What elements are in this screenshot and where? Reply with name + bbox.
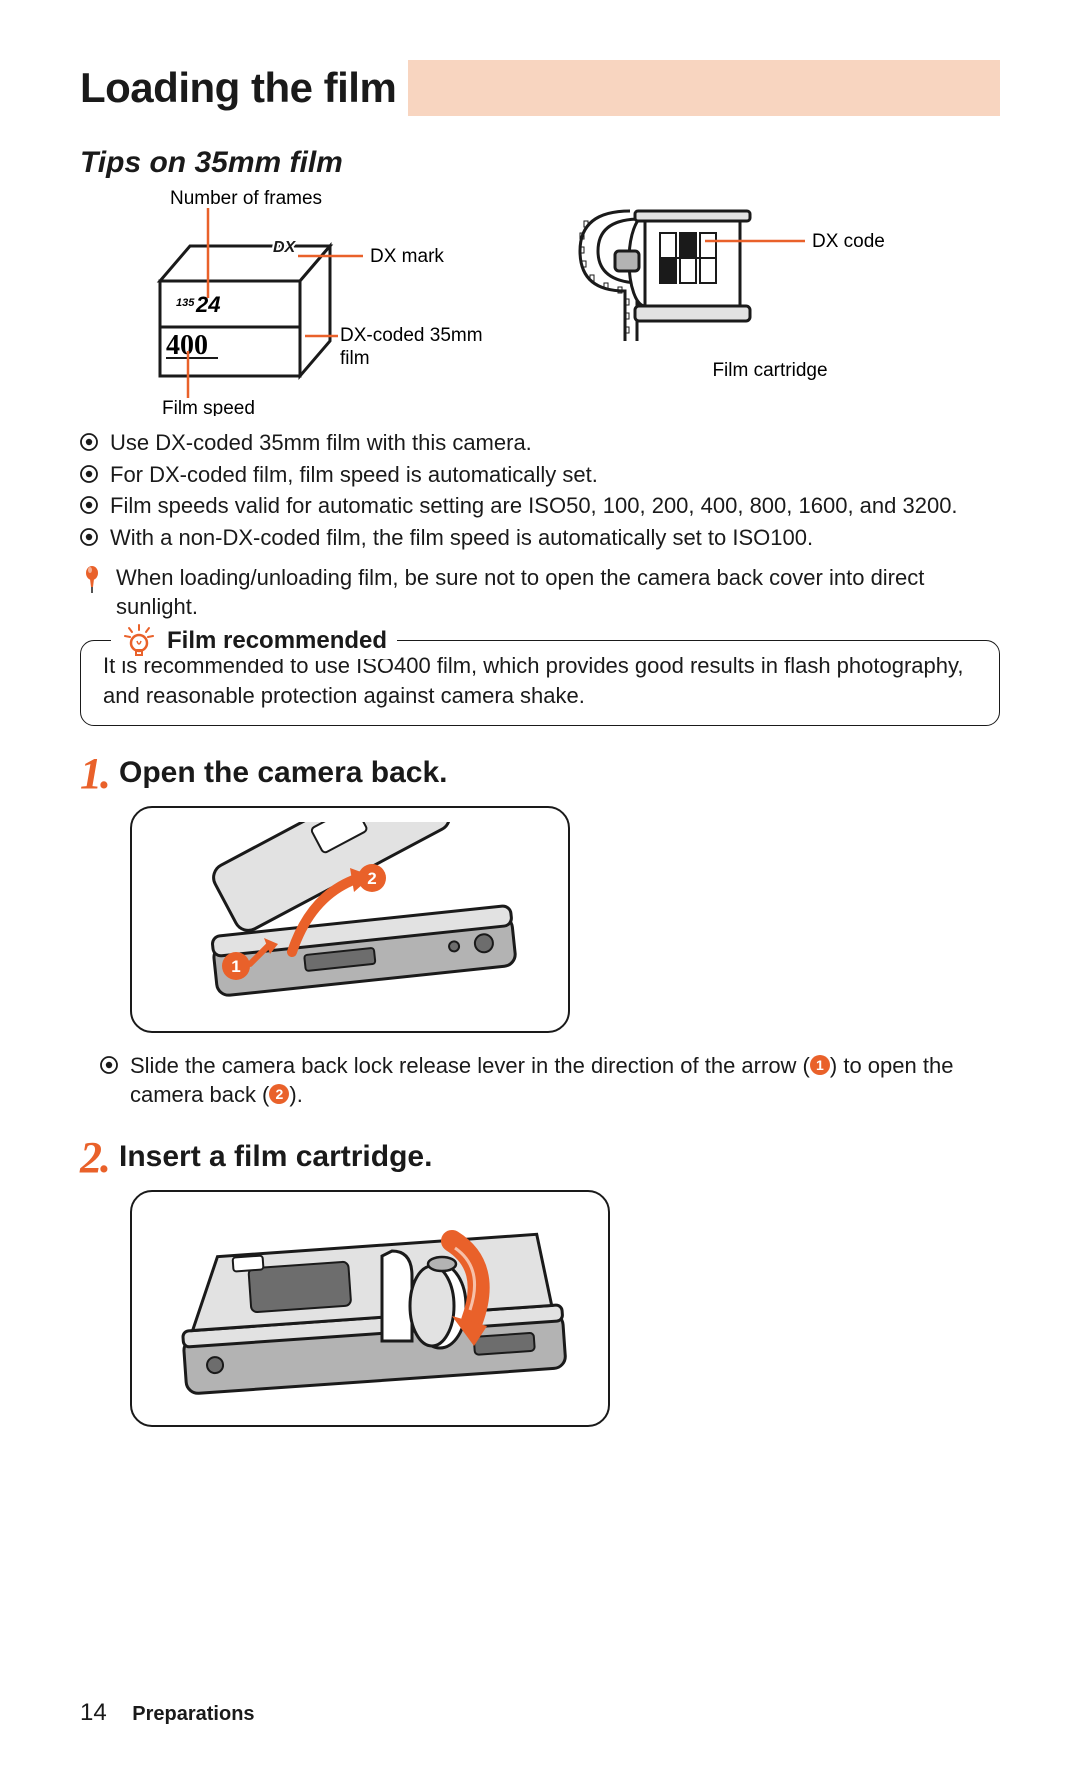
bullet-row: Use DX-coded 35mm film with this camera. bbox=[80, 428, 1000, 458]
inline-circ-2: 2 bbox=[269, 1084, 289, 1104]
label-dx-mark: DX mark bbox=[370, 246, 444, 267]
tips-bullets: Use DX-coded 35mm film with this camera.… bbox=[80, 428, 1000, 553]
tip-legend: Film recommended bbox=[111, 623, 397, 659]
target-bullet-icon bbox=[80, 465, 98, 483]
tip-box: Film recommended It is recommended to us… bbox=[80, 640, 1000, 725]
label-film-speed: Film speed bbox=[162, 398, 255, 416]
bullet-text: With a non-DX-coded film, the film speed… bbox=[110, 523, 813, 553]
label-dx-coded-film-1: DX-coded 35mm bbox=[340, 325, 483, 346]
pin-note-text: When loading/unloading film, be sure not… bbox=[116, 563, 1000, 622]
step-1-illustration: 1 2 bbox=[130, 806, 570, 1033]
step-1-note: Slide the camera back lock release lever… bbox=[80, 1051, 1000, 1110]
camera-open-back-svg: 1 2 bbox=[152, 822, 552, 1012]
label-film-cartridge: Film cartridge bbox=[712, 360, 827, 381]
step-2-title: Insert a film cartridge. bbox=[119, 1140, 432, 1174]
box-frames-prefix: 135 bbox=[176, 297, 195, 309]
target-bullet-icon bbox=[80, 496, 98, 514]
section-name: Preparations bbox=[132, 1703, 254, 1725]
label-dx-code: DX code bbox=[812, 231, 885, 252]
page-footer: 14 Preparations bbox=[80, 1699, 255, 1727]
pin-note: When loading/unloading film, be sure not… bbox=[80, 563, 1000, 622]
subheading-tips: Tips on 35mm film bbox=[80, 146, 1000, 180]
page-number: 14 bbox=[80, 1699, 107, 1726]
step-2-number: 2. bbox=[80, 1136, 109, 1180]
step-2-heading: 2. Insert a film cartridge. bbox=[80, 1136, 1000, 1180]
film-cartridge-diagram: DX code Film cartridge bbox=[540, 191, 940, 411]
diagram-row: Number of frames DX 135 24 400 DX mark D… bbox=[80, 186, 1000, 416]
svg-text:1: 1 bbox=[231, 957, 240, 976]
bullet-text: Use DX-coded 35mm film with this camera. bbox=[110, 428, 532, 458]
inline-circ-1: 1 bbox=[810, 1055, 830, 1075]
bullet-row: Film speeds valid for automatic setting … bbox=[80, 491, 1000, 521]
pushpin-icon bbox=[80, 565, 104, 593]
bullet-row: Slide the camera back lock release lever… bbox=[80, 1051, 1000, 1110]
step-2-illustration bbox=[130, 1190, 610, 1427]
bullet-text: Film speeds valid for automatic setting … bbox=[110, 491, 958, 521]
target-bullet-icon bbox=[80, 528, 98, 546]
step-1-number: 1. bbox=[80, 752, 109, 796]
label-dx-coded-film-2: film bbox=[340, 348, 370, 369]
bullet-text: For DX-coded film, film speed is automat… bbox=[110, 460, 598, 490]
page-title: Loading the film bbox=[80, 60, 408, 116]
bullet-row: For DX-coded film, film speed is automat… bbox=[80, 460, 1000, 490]
film-box-diagram: Number of frames DX 135 24 400 DX mark D… bbox=[80, 186, 510, 416]
step-1-note-text: Slide the camera back lock release lever… bbox=[130, 1051, 1000, 1110]
bullet-row: With a non-DX-coded film, the film speed… bbox=[80, 523, 1000, 553]
insert-cartridge-svg bbox=[152, 1206, 592, 1406]
target-bullet-icon bbox=[100, 1056, 118, 1074]
label-number-of-frames: Number of frames bbox=[170, 188, 322, 209]
box-dx-text: DX bbox=[273, 239, 297, 256]
tip-body: It is recommended to use ISO400 film, wh… bbox=[103, 651, 977, 710]
tip-title: Film recommended bbox=[167, 625, 387, 657]
step-1-title: Open the camera back. bbox=[119, 756, 447, 790]
page-title-bar: Loading the film bbox=[80, 60, 1000, 116]
target-bullet-icon bbox=[80, 433, 98, 451]
step-1-heading: 1. Open the camera back. bbox=[80, 752, 1000, 796]
lightbulb-icon bbox=[121, 623, 157, 659]
